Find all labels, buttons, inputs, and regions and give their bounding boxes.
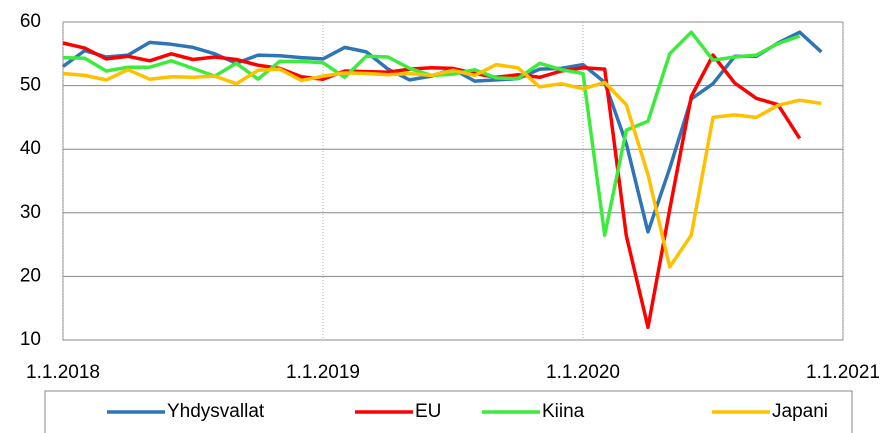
series-line — [62, 62, 822, 269]
y-tick-label: 20 — [20, 265, 41, 286]
y-tick-label: 30 — [20, 202, 41, 223]
x-tick-label: 1.1.2021 — [806, 362, 880, 383]
legend-label: Japani — [772, 401, 828, 422]
x-tick-label: 1.1.2020 — [546, 362, 620, 383]
y-tick-label: 10 — [20, 329, 41, 350]
legend-label: EU — [415, 401, 441, 422]
y-tick-label: 40 — [20, 138, 41, 159]
legend-label: Yhdysvallat — [167, 401, 265, 422]
y-tick-label: 50 — [20, 75, 41, 96]
legend-label: Kiina — [542, 401, 585, 422]
series-line — [62, 30, 801, 237]
y-tick-label: 60 — [20, 11, 41, 32]
series-line — [62, 41, 802, 330]
x-tick-label: 1.1.2018 — [26, 362, 100, 383]
x-tick-label: 1.1.2019 — [286, 362, 360, 383]
